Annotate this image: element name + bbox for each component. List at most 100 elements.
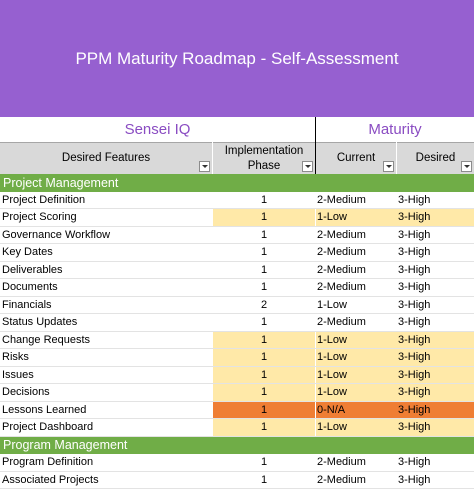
column-header-desired-features: Desired Features [0, 142, 212, 174]
cell-current[interactable]: 2-Medium [316, 192, 397, 209]
section-header-row[interactable]: Project Management [0, 174, 474, 192]
cell-phase[interactable]: 1 [213, 314, 315, 331]
cell-phase[interactable]: 1 [213, 384, 315, 401]
cell-phase[interactable]: 1 [213, 244, 315, 261]
cell-feature[interactable]: Risks [0, 349, 214, 366]
filter-dropdown-icon[interactable] [302, 161, 313, 172]
cell-desired[interactable]: 3-High [397, 349, 474, 366]
filter-dropdown-icon[interactable] [383, 161, 394, 172]
cell-desired[interactable]: 3-High [397, 297, 474, 314]
column-header-label: Current [337, 151, 375, 166]
cell-desired[interactable]: 3-High [397, 402, 474, 419]
cell-feature[interactable]: Lessons Learned [0, 402, 214, 419]
cell-feature[interactable]: Documents [0, 279, 214, 296]
cell-feature[interactable]: Status Updates [0, 314, 214, 331]
cell-current[interactable]: 1-Low [316, 367, 397, 384]
cell-desired[interactable]: 3-High [397, 244, 474, 261]
cell-feature[interactable]: Governance Workflow [0, 227, 214, 244]
cell-feature[interactable]: Project Scoring [0, 209, 214, 226]
group-header-maturity: Maturity [316, 117, 474, 142]
cell-phase[interactable]: 1 [213, 472, 315, 489]
filter-dropdown-icon[interactable] [461, 161, 472, 172]
filter-dropdown-icon[interactable] [199, 161, 210, 172]
cell-phase[interactable]: 1 [213, 209, 315, 226]
cell-phase[interactable]: 1 [213, 279, 315, 296]
cell-desired[interactable]: 3-High [397, 384, 474, 401]
cell-feature[interactable]: Financials [0, 297, 214, 314]
cell-desired[interactable]: 3-High [397, 472, 474, 489]
cell-desired[interactable]: 3-High [397, 209, 474, 226]
cell-feature[interactable]: Key Dates [0, 244, 214, 261]
cell-feature[interactable]: Decisions [0, 384, 214, 401]
title-banner: PPM Maturity Roadmap - Self-Assessment [0, 0, 474, 117]
cell-desired[interactable]: 3-High [397, 454, 474, 471]
cell-phase[interactable]: 1 [213, 454, 315, 471]
cell-desired[interactable]: 3-High [397, 279, 474, 296]
cell-current[interactable]: 1-Low [316, 209, 397, 226]
cell-feature[interactable]: Deliverables [0, 262, 214, 279]
page-title: PPM Maturity Roadmap - Self-Assessment [75, 49, 398, 69]
section-header-row[interactable]: Program Management [0, 437, 474, 455]
cell-current[interactable]: 0-N/A [316, 402, 397, 419]
cell-current[interactable]: 1-Low [316, 297, 397, 314]
cell-phase[interactable]: 1 [213, 227, 315, 244]
cell-current[interactable]: 1-Low [316, 332, 397, 349]
column-header-label: Desired Features [62, 151, 150, 166]
cell-current[interactable]: 2-Medium [316, 227, 397, 244]
cell-current[interactable]: 2-Medium [316, 244, 397, 261]
cell-desired[interactable]: 3-High [397, 227, 474, 244]
cell-desired[interactable]: 3-High [397, 367, 474, 384]
cell-phase[interactable]: 1 [213, 192, 315, 209]
cell-desired[interactable]: 3-High [397, 419, 474, 436]
cell-feature[interactable]: Issues [0, 367, 214, 384]
cell-phase[interactable]: 1 [213, 419, 315, 436]
cell-phase[interactable]: 1 [213, 332, 315, 349]
cell-current[interactable]: 2-Medium [316, 279, 397, 296]
cell-phase[interactable]: 1 [213, 349, 315, 366]
cell-current[interactable]: 2-Medium [316, 314, 397, 331]
cell-feature[interactable]: Associated Projects [0, 472, 214, 489]
cell-feature[interactable]: Change Requests [0, 332, 214, 349]
cell-feature[interactable]: Program Definition [0, 454, 214, 471]
cell-current[interactable]: 1-Low [316, 419, 397, 436]
cell-phase[interactable]: 2 [213, 297, 315, 314]
cell-current[interactable]: 1-Low [316, 349, 397, 366]
column-header-label: Desired [416, 151, 456, 166]
cell-desired[interactable]: 3-High [397, 192, 474, 209]
cell-phase[interactable]: 1 [213, 262, 315, 279]
cell-desired[interactable]: 3-High [397, 332, 474, 349]
section-label: Project Management [0, 174, 474, 192]
cell-feature[interactable]: Project Dashboard [0, 419, 214, 436]
cell-desired[interactable]: 3-High [397, 262, 474, 279]
cell-current[interactable]: 2-Medium [316, 262, 397, 279]
cell-current[interactable]: 2-Medium [316, 454, 397, 471]
column-header-desired: Desired [397, 142, 474, 174]
cell-phase[interactable]: 1 [213, 402, 315, 419]
cell-current[interactable]: 2-Medium [316, 472, 397, 489]
cell-feature[interactable]: Project Definition [0, 192, 214, 209]
cell-phase[interactable]: 1 [213, 367, 315, 384]
section-label: Program Management [0, 437, 474, 455]
cell-desired[interactable]: 3-High [397, 314, 474, 331]
group-header-sensei-iq: Sensei IQ [0, 117, 315, 142]
cell-current[interactable]: 1-Low [316, 384, 397, 401]
